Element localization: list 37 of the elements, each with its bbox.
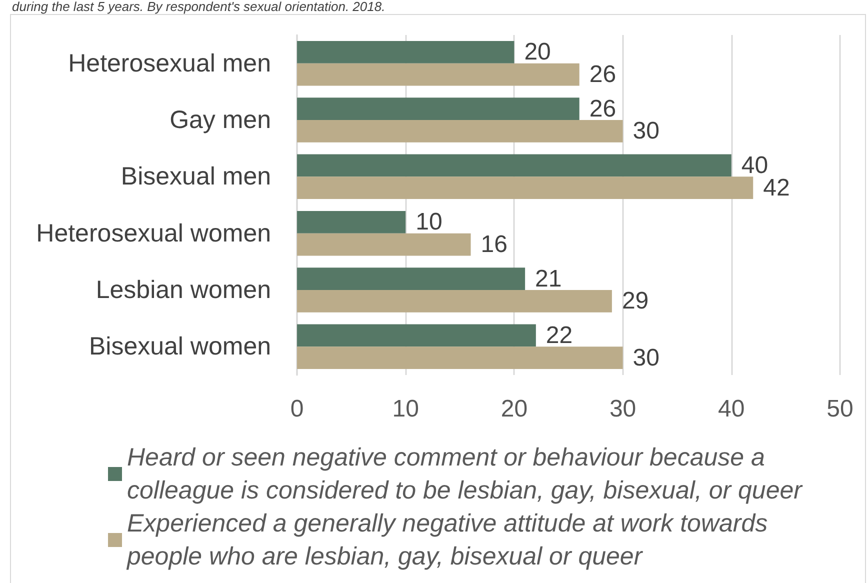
bar <box>297 324 536 347</box>
bar <box>297 63 580 86</box>
y-tick-label: Heterosexual women <box>36 219 271 248</box>
bar <box>297 98 580 120</box>
data-label: 16 <box>480 231 508 258</box>
data-label: 10 <box>416 208 442 236</box>
bar <box>297 176 754 200</box>
chart-title: during the last 5 years. By respondent's sexual orientation. 2018. <box>12 0 386 14</box>
data-label: 22 <box>546 322 573 349</box>
bar <box>297 120 623 142</box>
bar <box>297 346 623 370</box>
data-label: 30 <box>632 118 660 145</box>
data-label: 21 <box>535 265 562 292</box>
x-tick-label: 20 <box>500 396 528 422</box>
y-tick-label: Heterosexual men <box>68 49 271 78</box>
y-tick-label: Gay men <box>170 106 271 134</box>
data-label: 30 <box>632 344 660 372</box>
bar <box>297 233 471 256</box>
x-tick-label: 10 <box>392 396 419 422</box>
bar <box>297 40 514 64</box>
legend-label: Heard or seen negative comment or behaviour because a colleague is considered to be lesbian, gay, bisexual, or queer <box>127 444 804 504</box>
data-label: 29 <box>622 288 649 315</box>
data-label: 20 <box>524 38 551 66</box>
data-label: 26 <box>589 61 616 88</box>
x-tick-label: 0 <box>290 396 304 422</box>
y-tick-label: Lesbian women <box>96 276 271 304</box>
data-label: 26 <box>589 95 616 122</box>
x-tick-label: 50 <box>826 396 854 422</box>
x-tick-label: 30 <box>609 396 636 422</box>
bar <box>297 154 732 177</box>
bar <box>297 210 406 234</box>
y-tick-label: Bisexual women <box>88 332 271 361</box>
bar <box>297 290 612 312</box>
legend-label: Experienced a generally negative attitude at work towards people who are lesbian, gay, bisexual or queer <box>126 510 775 570</box>
y-tick-label: Bisexual men <box>120 162 271 191</box>
bar <box>297 268 526 290</box>
x-tick-label: 40 <box>718 396 745 422</box>
